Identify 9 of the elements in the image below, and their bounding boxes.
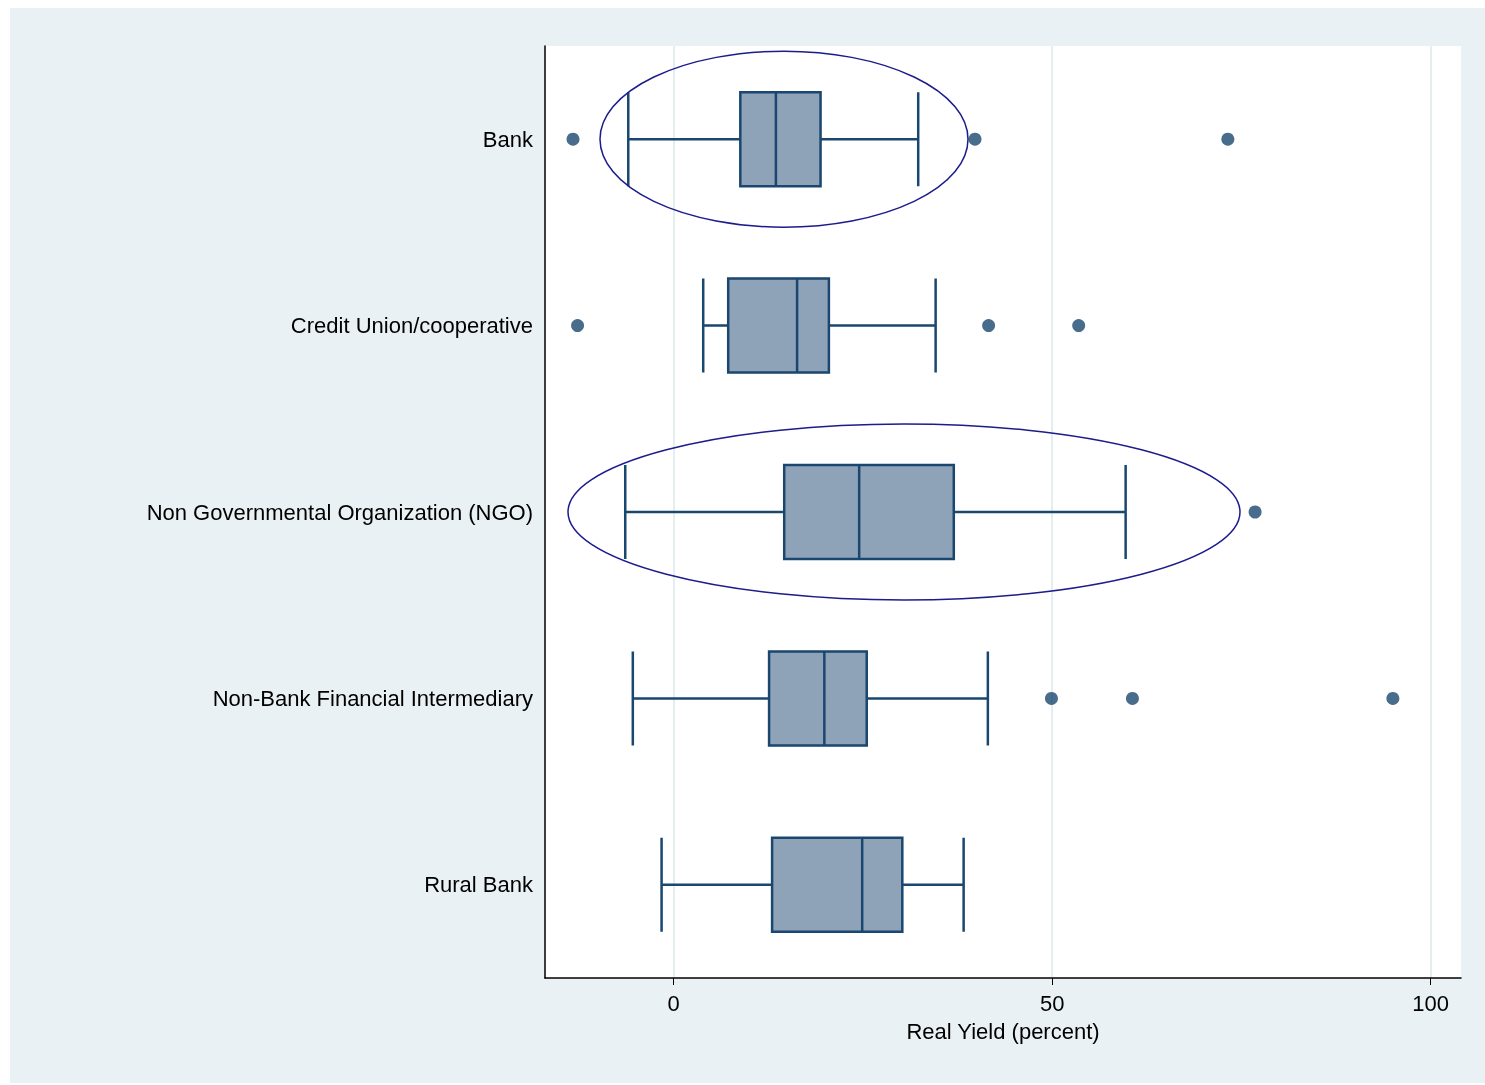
y-tick-label: Non Governmental Organization (NGO) <box>146 499 533 525</box>
y-tick-label: Credit Union/cooperative <box>290 313 533 339</box>
y-tick-label: Bank <box>482 126 534 152</box>
y-tick-label: Rural Bank <box>424 872 534 898</box>
x-axis-title: Real Yield (percent) <box>906 1018 1100 1044</box>
x-tick-label: 50 <box>1039 990 1065 1016</box>
x-tick-label: 100 <box>1412 990 1450 1016</box>
x-tick-label: 0 <box>667 990 680 1016</box>
y-tick-label: Non-Bank Financial Intermediary <box>212 685 533 711</box>
